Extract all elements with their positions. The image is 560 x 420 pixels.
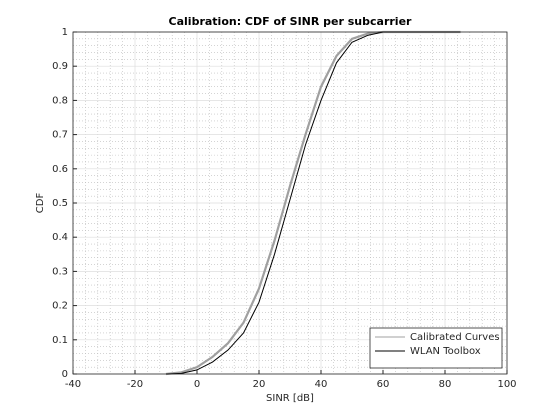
x-tick-label: 80: [439, 379, 452, 390]
y-tick-label: 0: [62, 369, 68, 380]
legend-label: WLAN Toolbox: [410, 346, 481, 357]
x-tick-label: -20: [127, 379, 143, 390]
x-tick-label: -40: [65, 379, 81, 390]
x-tick-label: 100: [497, 379, 516, 390]
y-tick-label: 0.2: [52, 301, 68, 312]
y-tick-label: 0.8: [52, 95, 68, 106]
legend: Calibrated Curves WLAN Toolbox: [369, 327, 503, 369]
legend-label: Calibrated Curves: [410, 332, 500, 343]
y-axis-label: CDF: [35, 193, 46, 214]
chart-title: Calibration: CDF of SINR per subcarrier: [169, 15, 413, 28]
y-tick-label: 0.4: [52, 232, 68, 243]
grid: [72, 31, 508, 375]
legend-box: [369, 327, 503, 369]
x-axis-label: SINR [dB]: [266, 393, 314, 404]
y-tick-label: 0.1: [52, 335, 68, 346]
y-tick-label: 0.5: [52, 198, 68, 209]
series-line: [165, 30, 461, 376]
x-tick-label: 60: [377, 379, 390, 390]
x-tick-label: 40: [315, 379, 328, 390]
y-tick-label: 1: [62, 27, 68, 38]
y-tick-label: 0.6: [52, 164, 68, 175]
x-tick-label: 0: [194, 379, 200, 390]
y-tick-label: 0.9: [52, 61, 68, 72]
y-tick-label: 0.3: [52, 266, 68, 277]
x-tick-label: 20: [253, 379, 266, 390]
y-tick-label: 0.7: [52, 130, 68, 141]
series-line: [165, 31, 461, 375]
lines: [165, 30, 461, 376]
